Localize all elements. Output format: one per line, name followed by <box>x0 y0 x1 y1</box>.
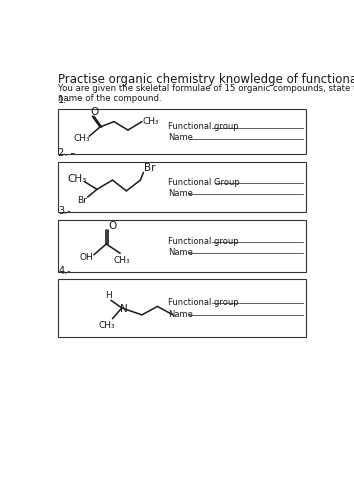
Text: 1.-: 1.- <box>58 96 71 106</box>
Text: Functional group: Functional group <box>168 237 239 246</box>
Text: OH: OH <box>80 254 94 262</box>
Text: 4.-: 4.- <box>58 266 71 276</box>
Text: Br: Br <box>77 196 87 205</box>
Text: Name: Name <box>168 188 193 198</box>
Text: Name: Name <box>168 310 193 319</box>
Text: CH₃: CH₃ <box>74 134 90 143</box>
Text: You are given the skeletal formulae of 15 organic compounds, state the functiona: You are given the skeletal formulae of 1… <box>58 84 354 103</box>
Text: O: O <box>109 222 117 232</box>
Text: CH₃: CH₃ <box>114 256 131 266</box>
Text: CH₃: CH₃ <box>68 174 87 184</box>
Text: O: O <box>91 106 99 117</box>
Text: Functional Group: Functional Group <box>168 178 240 187</box>
Text: CH₃: CH₃ <box>98 321 115 330</box>
Text: H: H <box>105 291 112 300</box>
Text: 3.-: 3.- <box>58 206 71 216</box>
Text: CH₃: CH₃ <box>143 117 159 126</box>
Bar <box>58 162 306 212</box>
Bar <box>58 220 306 272</box>
Bar <box>58 110 306 154</box>
Text: Functional group: Functional group <box>168 298 239 306</box>
Text: Practise organic chemistry knowledge of functional groups;: Practise organic chemistry knowledge of … <box>58 73 354 86</box>
Text: Br: Br <box>144 163 156 173</box>
Text: 2. –: 2. – <box>58 148 75 158</box>
Text: Name: Name <box>168 248 193 256</box>
Bar <box>58 280 306 337</box>
Text: N: N <box>120 304 128 314</box>
Text: Name: Name <box>168 134 193 142</box>
Text: Functional group: Functional group <box>168 122 239 132</box>
